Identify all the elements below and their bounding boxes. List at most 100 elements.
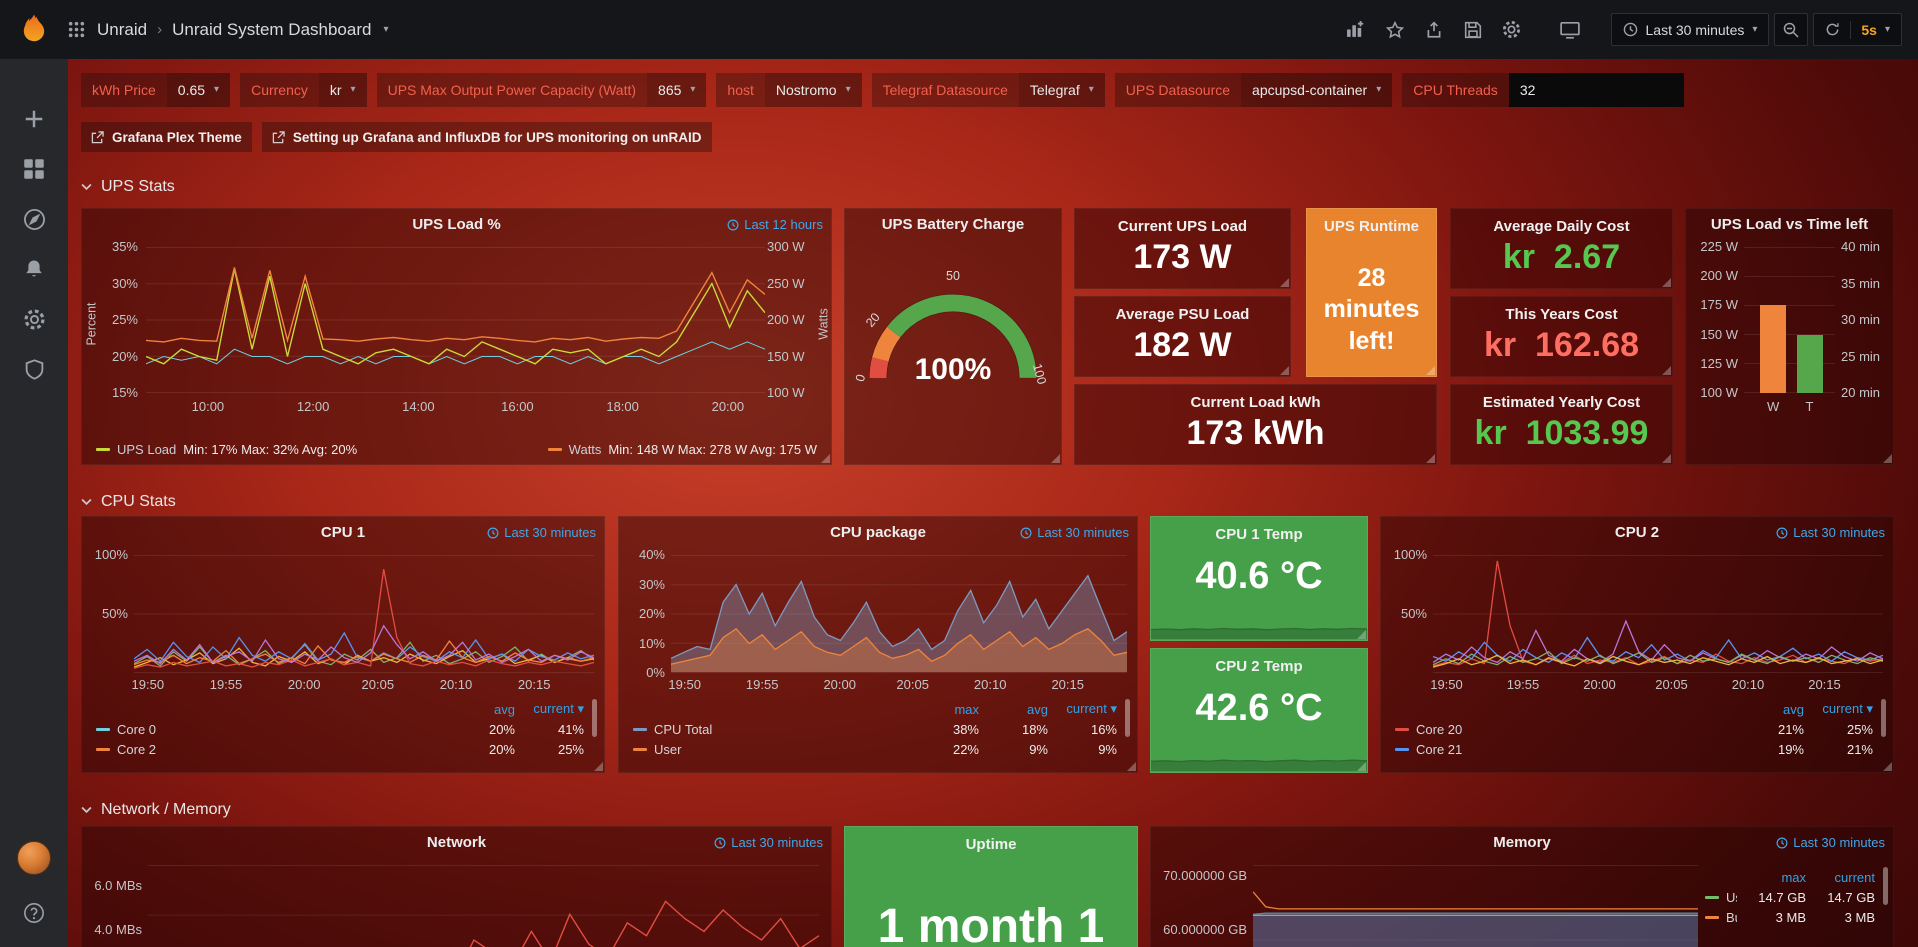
dashboard-dropdown-caret[interactable]: ▾ [383, 23, 389, 35]
legend-series-name[interactable]: Core 0 [117, 721, 157, 737]
panel-title-cpu-package[interactable]: CPU package Last 30 minutes [830, 523, 1129, 541]
legend-sort-column[interactable]: current ▾ [1066, 701, 1117, 716]
resize-handle[interactable] [1662, 454, 1671, 463]
alerting-bell-icon[interactable] [12, 247, 56, 291]
resize-handle[interactable] [1883, 454, 1892, 463]
stat-title[interactable]: Current UPS Load [1117, 218, 1248, 235]
variable-host[interactable]: host Nostromo ▾ [716, 73, 862, 107]
link-grafana-plex-theme[interactable]: Grafana Plex Theme [81, 122, 252, 152]
panel-title-network[interactable]: Network Last 30 minutes [426, 833, 823, 851]
panel-title-battery[interactable]: UPS Battery Charge [881, 215, 1025, 233]
resize-handle[interactable] [1662, 366, 1671, 375]
row-header-cpu-stats[interactable]: CPU Stats [81, 493, 176, 511]
legend-series-stats: Min: 148 W Max: 278 W Avg: 175 W [608, 442, 817, 457]
grafana-logo[interactable] [0, 0, 68, 59]
clock-icon [487, 527, 499, 538]
resize-handle[interactable] [1280, 278, 1289, 287]
resize-handle[interactable] [1357, 762, 1366, 771]
share-dashboard-button[interactable] [1417, 15, 1451, 45]
panel-cpu2: CPU 2 Last 30 minutes 100% 50% 19:50 19:55… [1380, 516, 1894, 773]
resize-handle[interactable] [1662, 278, 1671, 287]
legend-sort-column[interactable]: max [954, 701, 979, 717]
y-axis-left: 225 W 200 W 175 W 150 W 125 W 100 W [1700, 239, 1738, 400]
cpu-threads-input[interactable]: 32 [1508, 73, 1684, 107]
stat-title[interactable]: This Years Cost [1505, 306, 1618, 323]
time-range-label: Last 30 minutes [1645, 21, 1745, 38]
explore-compass-icon[interactable] [12, 197, 56, 241]
stat-title[interactable]: Average PSU Load [1115, 306, 1250, 323]
row-header-ups-stats[interactable]: UPS Stats [81, 178, 1918, 196]
resize-handle[interactable] [1426, 366, 1435, 375]
stat-title[interactable]: CPU 1 Temp [1215, 526, 1303, 543]
variable-currency[interactable]: Currency kr ▾ [240, 73, 367, 107]
save-dashboard-button[interactable] [1456, 15, 1490, 45]
legend-scrollbar[interactable] [1881, 699, 1886, 737]
refresh-picker[interactable]: 5s ▾ [1813, 13, 1902, 46]
legend-sort-column[interactable]: avg [1027, 701, 1048, 717]
stat-title[interactable]: UPS Runtime [1323, 218, 1419, 235]
resize-handle[interactable] [1357, 630, 1366, 639]
resize-handle[interactable] [1426, 454, 1435, 463]
resize-handle[interactable] [1051, 454, 1060, 463]
legend-sort-column[interactable]: current ▾ [533, 701, 584, 716]
row-header-network-memory[interactable]: Network / Memory [81, 801, 231, 819]
time-override-badge: Last 30 minutes [1020, 525, 1129, 540]
panel-title-ups-load[interactable]: UPS Load % Last 12 hours [412, 215, 823, 233]
time-range-picker[interactable]: Last 30 minutes ▾ [1610, 13, 1770, 46]
stat-title[interactable]: Average Daily Cost [1493, 218, 1630, 235]
resize-handle[interactable] [1883, 762, 1892, 771]
panel-title-memory[interactable]: Memory Last 30 minutes [1493, 833, 1885, 851]
stat-title[interactable]: Estimated Yearly Cost [1482, 394, 1641, 411]
panel-title-cpu2[interactable]: CPU 2 Last 30 minutes [1614, 523, 1885, 541]
apps-grid-icon[interactable] [68, 21, 85, 38]
panel-title-load-vs-time[interactable]: UPS Load vs Time left [1710, 215, 1869, 233]
resize-handle[interactable] [1127, 762, 1136, 771]
resize-handle[interactable] [1280, 366, 1289, 375]
variable-ups-datasource[interactable]: UPS Datasource apcupsd-container ▾ [1114, 73, 1393, 107]
legend-series-name[interactable]: Buffered [1726, 909, 1737, 925]
legend-sort-column[interactable]: max [1781, 869, 1806, 885]
legend-series-name[interactable]: UPS Load [117, 442, 177, 457]
help-icon[interactable] [12, 891, 56, 935]
server-admin-shield-icon[interactable] [12, 347, 56, 391]
resize-handle[interactable] [821, 454, 830, 463]
variable-kwh-price[interactable]: kWh Price 0.65 ▾ [81, 73, 231, 107]
variable-value: apcupsd-container [1252, 82, 1368, 98]
variable-ups-max-output[interactable]: UPS Max Output Power Capacity (Watt) 865… [376, 73, 707, 107]
legend-scrollbar[interactable] [1883, 867, 1888, 905]
dashboard-settings-button[interactable] [1495, 15, 1529, 45]
user-avatar[interactable] [17, 841, 51, 875]
legend-scrollbar[interactable] [592, 699, 597, 737]
legend-series-name[interactable]: Core 21 [1416, 741, 1463, 757]
legend-scrollbar[interactable] [1125, 699, 1130, 737]
legend-series-name[interactable]: CPU Total [654, 721, 713, 737]
legend-sort-column[interactable]: current ▾ [1822, 701, 1873, 716]
create-plus-icon[interactable] [12, 97, 56, 141]
resize-handle[interactable] [594, 762, 603, 771]
stat-title[interactable]: CPU 2 Temp [1215, 658, 1303, 675]
legend-series-name[interactable]: Core 20 [1416, 721, 1463, 737]
legend-sort-column[interactable]: current [1834, 869, 1875, 885]
star-dashboard-button[interactable] [1378, 15, 1412, 45]
legend-series-name[interactable]: Watts [568, 442, 602, 457]
legend-series-name[interactable]: Used [1726, 889, 1737, 905]
legend-series-name[interactable]: Core 2 [117, 741, 157, 757]
add-panel-button[interactable] [1339, 15, 1373, 45]
breadcrumb-dashboard-title[interactable]: Unraid System Dashboard [172, 19, 372, 39]
breadcrumb-app[interactable]: Unraid [97, 19, 148, 39]
zoom-out-time-button[interactable] [1774, 13, 1809, 46]
stat-title[interactable]: Current Load kWh [1190, 394, 1321, 411]
legend-series-name[interactable]: User [654, 741, 682, 757]
legend-row: Core 21 19% 21% [1395, 739, 1873, 759]
template-variables-row: kWh Price 0.65 ▾ Currency kr ▾ UPS Max Out… [81, 73, 1918, 107]
legend-sort-column[interactable]: avg [1783, 701, 1804, 717]
dashboards-icon[interactable] [12, 147, 56, 191]
variable-telegraf-datasource[interactable]: Telegraf Datasource Telegraf ▾ [871, 73, 1105, 107]
configuration-gear-icon[interactable] [12, 297, 56, 341]
link-grafana-influxdb-ups-guide[interactable]: Setting up Grafana and InfluxDB for UPS … [261, 122, 712, 152]
stat-title[interactable]: Uptime [965, 836, 1017, 853]
clock-icon [1776, 527, 1788, 538]
tv-kiosk-mode-button[interactable] [1553, 15, 1587, 45]
legend-sort-column[interactable]: avg [494, 701, 515, 717]
panel-title-cpu1[interactable]: CPU 1 Last 30 minutes [320, 523, 596, 541]
